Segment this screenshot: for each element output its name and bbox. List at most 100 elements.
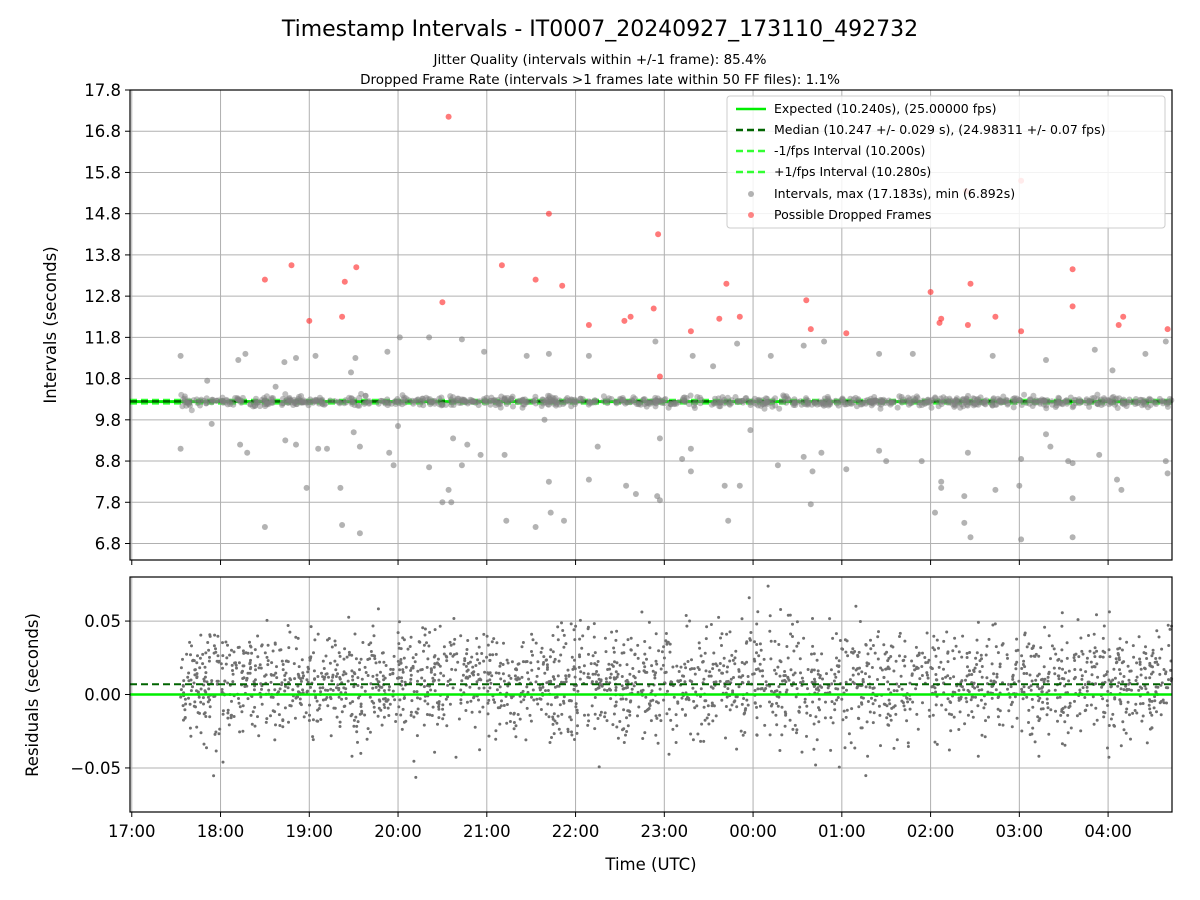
residual-point xyxy=(399,647,403,651)
residual-point xyxy=(386,706,390,710)
residual-point xyxy=(409,673,413,677)
residual-point xyxy=(569,718,573,722)
residual-point xyxy=(740,680,744,684)
residual-point xyxy=(803,697,807,701)
residual-point xyxy=(501,663,505,666)
residual-point xyxy=(704,637,708,641)
residual-point xyxy=(800,676,804,680)
residual-point xyxy=(476,658,480,662)
residual-point xyxy=(559,653,563,657)
interval-outlier-point xyxy=(747,427,754,434)
legend-minus-interval-label: -1/fps Interval (10.200s) xyxy=(774,143,925,158)
residual-point xyxy=(226,711,230,715)
residual-point xyxy=(516,676,520,680)
residual-point xyxy=(709,674,713,678)
residual-point xyxy=(942,667,945,671)
residual-point xyxy=(637,670,641,674)
residual-point xyxy=(590,680,594,684)
residual-point xyxy=(423,627,427,631)
legend-dropped-label: Possible Dropped Frames xyxy=(774,207,931,222)
residual-point xyxy=(486,712,490,716)
residual-point xyxy=(1141,714,1145,718)
interval-outlier-point xyxy=(545,350,552,357)
residual-point xyxy=(313,638,317,642)
residual-point xyxy=(840,647,844,651)
residual-point xyxy=(324,688,327,692)
residual-point xyxy=(626,724,630,728)
residual-point xyxy=(349,714,353,718)
residual-point xyxy=(788,613,792,617)
residual-point xyxy=(857,672,860,676)
residual-point xyxy=(281,725,285,729)
residual-point xyxy=(1150,726,1154,730)
residual-point xyxy=(321,686,325,690)
interval-outlier-point xyxy=(1162,338,1169,345)
residual-point xyxy=(1085,660,1089,664)
residual-point xyxy=(902,704,906,708)
residual-point xyxy=(1094,706,1098,710)
residual-point xyxy=(1080,674,1084,678)
residual-point xyxy=(864,672,867,676)
residual-point xyxy=(196,654,199,658)
residual-point xyxy=(650,689,654,693)
residual-point xyxy=(1107,610,1111,614)
residual-point xyxy=(895,738,899,742)
residual-point xyxy=(189,653,192,657)
residual-point xyxy=(812,668,816,672)
residual-point xyxy=(823,716,827,720)
residual-point xyxy=(252,688,256,692)
interval-point xyxy=(560,401,567,407)
x-tick-label: 18:00 xyxy=(197,822,245,841)
residual-point xyxy=(321,698,325,702)
residual-point xyxy=(643,665,647,669)
residual-point xyxy=(1049,708,1053,712)
residual-point xyxy=(739,729,743,733)
residual-point xyxy=(1046,675,1050,679)
interval-point xyxy=(497,404,504,411)
residual-point xyxy=(581,634,585,638)
interval-point xyxy=(977,394,984,401)
residual-point xyxy=(632,684,636,688)
residual-point xyxy=(1031,705,1035,709)
residual-point xyxy=(674,741,678,744)
residual-point xyxy=(411,656,415,660)
residual-point xyxy=(658,687,662,691)
residual-point xyxy=(1085,685,1089,689)
residual-point xyxy=(382,715,386,719)
interval-outlier-point xyxy=(503,517,510,524)
residual-point xyxy=(710,704,714,708)
residual-point xyxy=(864,774,868,778)
residual-point xyxy=(869,647,873,651)
residual-point xyxy=(549,703,553,707)
residual-point xyxy=(217,659,221,663)
residual-point xyxy=(661,663,665,667)
residual-point xyxy=(869,638,872,642)
residual-point xyxy=(1144,645,1147,649)
residual-point xyxy=(410,666,414,670)
residual-point xyxy=(514,724,518,728)
residual-point xyxy=(214,647,217,651)
residual-point xyxy=(576,724,579,728)
interval-outlier-point xyxy=(623,482,630,489)
residual-point xyxy=(578,655,582,659)
residual-point xyxy=(784,680,788,684)
residual-point xyxy=(311,738,315,742)
residual-point xyxy=(740,702,744,706)
dropped-frame-point xyxy=(967,280,974,287)
residual-point xyxy=(699,654,703,658)
residual-point xyxy=(514,677,518,681)
interval-outlier-point xyxy=(235,357,242,363)
residual-point xyxy=(361,641,365,644)
interval-outlier-point xyxy=(339,522,346,528)
residual-point xyxy=(1113,676,1117,680)
residual-point xyxy=(391,672,395,676)
interval-outlier-point xyxy=(656,435,663,442)
residual-point xyxy=(206,695,210,699)
residual-point xyxy=(861,679,865,683)
residual-point xyxy=(1095,718,1099,722)
residual-point xyxy=(724,736,727,740)
residual-point xyxy=(397,663,401,667)
residual-point xyxy=(1078,712,1082,716)
residual-point xyxy=(976,704,980,708)
residual-point xyxy=(659,719,663,723)
